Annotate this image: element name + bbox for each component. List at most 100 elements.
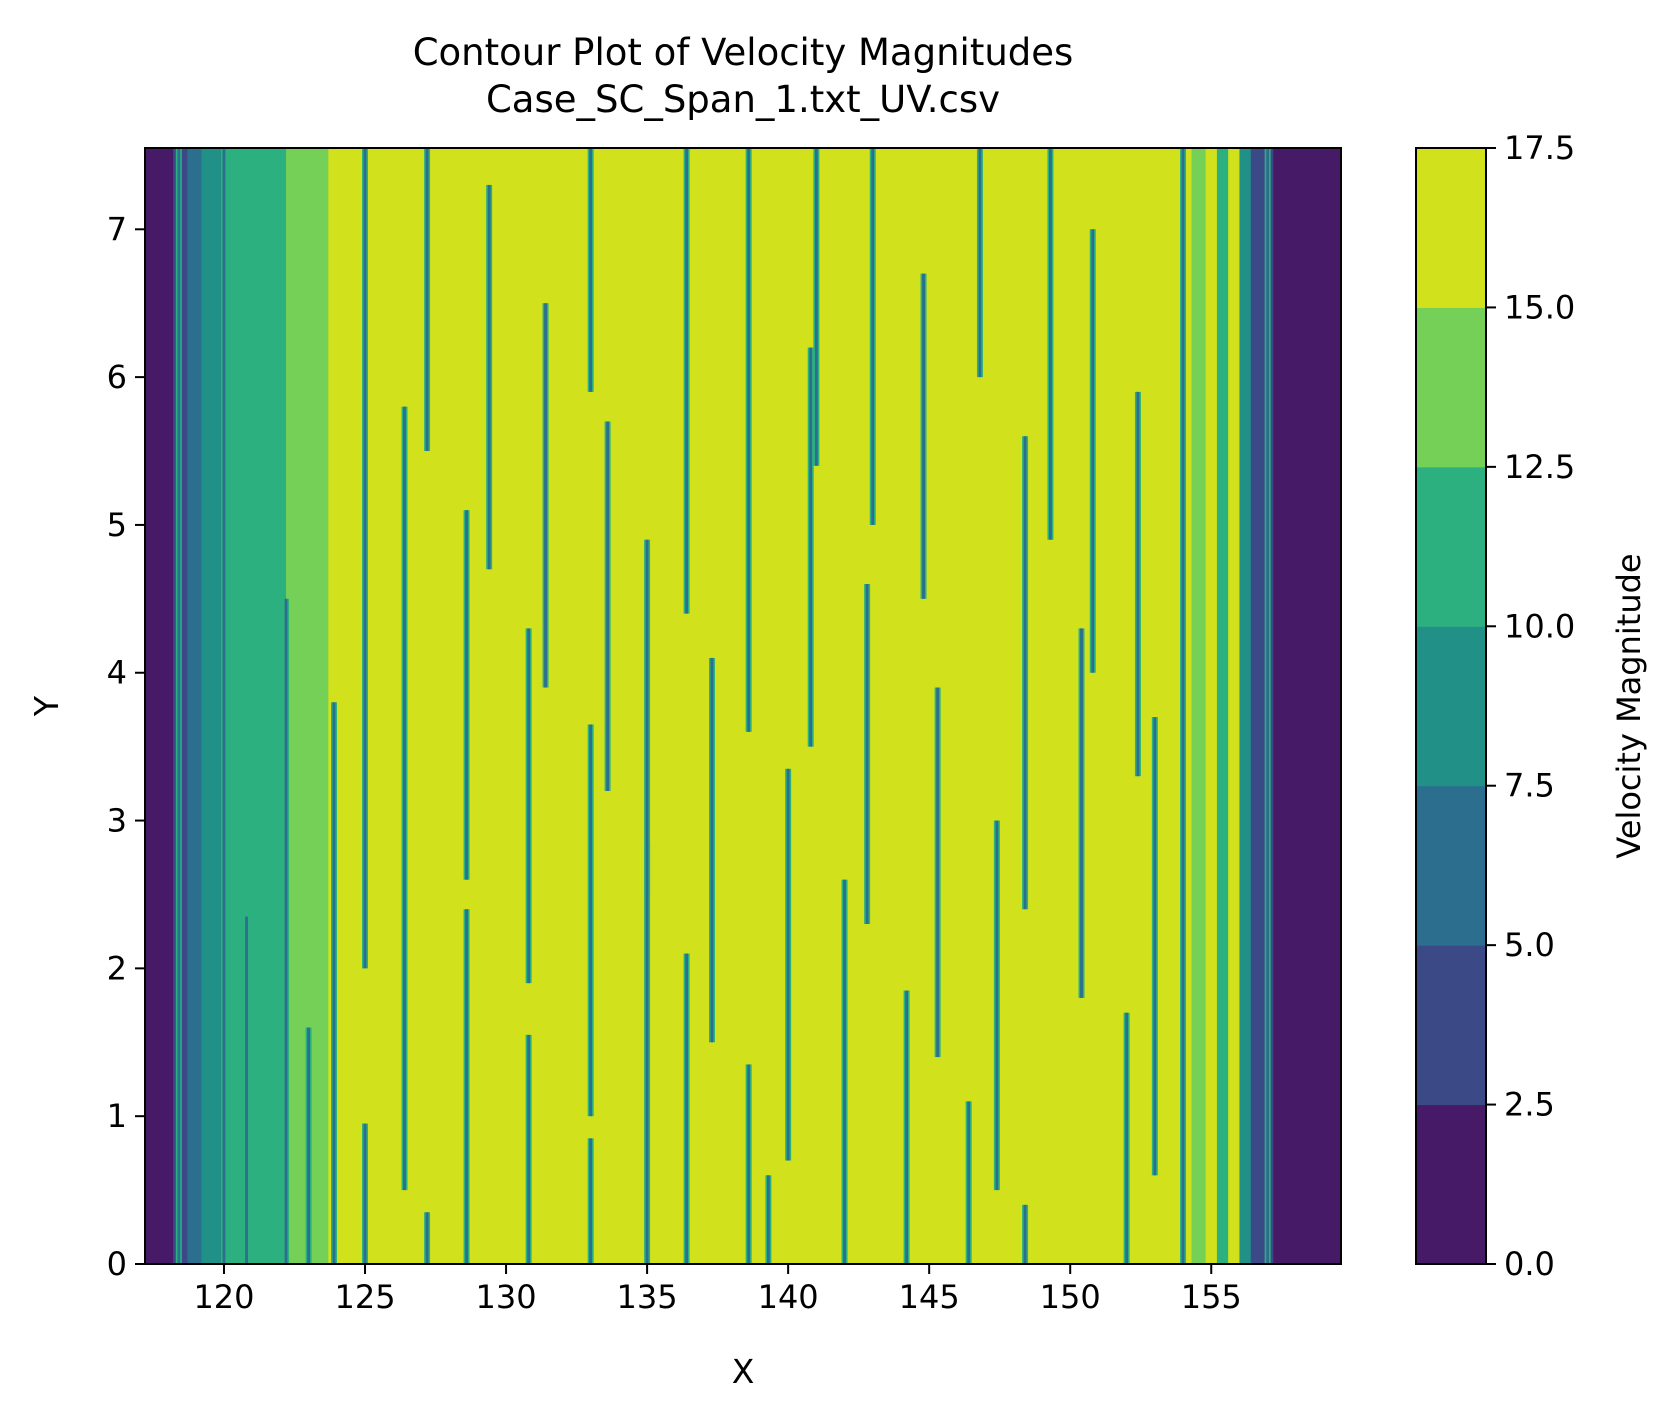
wake-line-37 <box>936 688 939 1058</box>
y-tick-label-5: 5 <box>107 506 127 544</box>
wake-line-46 <box>1125 1013 1128 1264</box>
wake-line-0 <box>177 148 180 1264</box>
plot-area <box>145 148 1342 1264</box>
colorbar-tick-label-4: 10.0 <box>1504 607 1575 645</box>
wake-line-5 <box>333 702 336 1264</box>
colorbar-segment-3 <box>1416 626 1486 786</box>
contour-band-0 <box>145 148 174 1264</box>
y-tick-label-1: 1 <box>107 1097 127 1135</box>
wake-line-49 <box>1182 148 1185 1264</box>
wake-line-17 <box>589 1138 592 1264</box>
colorbar-tick-label-5: 12.5 <box>1504 448 1575 486</box>
wake-line-39 <box>979 148 982 377</box>
colorbar-segment-1 <box>1416 945 1486 1105</box>
wake-line-35 <box>905 991 908 1264</box>
y-tick-label-2: 2 <box>107 949 127 987</box>
contour-band-2 <box>187 148 202 1264</box>
x-tick-label-2: 130 <box>476 1278 537 1316</box>
x-tick-label-5: 145 <box>899 1278 960 1316</box>
x-tick-label-1: 125 <box>334 1278 395 1316</box>
wake-line-41 <box>1024 1205 1027 1264</box>
wake-line-45 <box>1091 229 1094 672</box>
wake-line-48 <box>1153 717 1156 1175</box>
wake-line-1 <box>223 148 226 1264</box>
colorbar-tick-label-1: 2.5 <box>1504 1086 1555 1124</box>
y-tick-label-4: 4 <box>107 654 127 692</box>
wake-line-21 <box>646 843 649 1264</box>
colorbar-segment-5 <box>1416 307 1486 467</box>
x-tick-label-6: 150 <box>1040 1278 1101 1316</box>
x-axis-label: X <box>732 1352 755 1391</box>
wake-line-42 <box>1024 436 1027 909</box>
contour-band-9 <box>1192 148 1207 1264</box>
wake-line-31 <box>815 148 818 466</box>
wake-line-38 <box>967 1101 970 1264</box>
chart-subtitle: Case_SC_Span_1.txt_UV.csv <box>486 78 1000 121</box>
wake-line-43 <box>1049 148 1052 540</box>
wake-line-22 <box>646 540 649 895</box>
wake-line-34 <box>871 148 874 525</box>
colorbar-segment-0 <box>1416 1105 1486 1265</box>
contour-band-10 <box>1206 148 1218 1264</box>
contour-bands <box>145 148 1342 1264</box>
wake-line-40 <box>995 821 998 1191</box>
x-tick-label-0: 120 <box>193 1278 254 1316</box>
wake-line-36 <box>922 274 925 599</box>
wake-line-14 <box>527 1035 530 1264</box>
colorbar-tick-label-0: 0.0 <box>1504 1245 1555 1283</box>
colorbar-ticks: 0.0 2.5 5.0 7.5 10.0 12.5 15.0 17.5 <box>1486 129 1575 1283</box>
x-tick-label-7: 155 <box>1181 1278 1242 1316</box>
wake-line-26 <box>747 1064 750 1264</box>
wake-line-33 <box>866 584 869 924</box>
wake-line-27 <box>747 148 750 732</box>
wake-line-8 <box>403 407 406 1190</box>
contour-band-11 <box>1217 148 1229 1264</box>
wake-line-25 <box>711 658 714 1042</box>
contour-band-7 <box>328 148 346 1264</box>
colorbar-segment-4 <box>1416 467 1486 627</box>
wake-line-2 <box>245 917 248 1264</box>
wake-line-9 <box>426 1212 429 1264</box>
y-axis-label: Y <box>27 695 66 717</box>
wake-line-30 <box>809 348 812 747</box>
colorbar-tick-label-6: 15.0 <box>1504 288 1575 326</box>
wake-line-12 <box>465 510 468 880</box>
contour-band-12 <box>1228 148 1240 1264</box>
x-axis-ticks: 120 125 130 135 140 145 150 155 <box>193 1264 1241 1316</box>
contour-band-13 <box>1239 148 1251 1264</box>
wake-line-32 <box>843 880 846 1264</box>
wake-line-3 <box>285 599 288 1264</box>
wake-line-15 <box>527 628 530 983</box>
wake-line-44 <box>1080 628 1083 998</box>
y-axis-ticks: 0 1 2 3 4 5 6 7 <box>107 210 145 1283</box>
wake-line-4 <box>307 1028 310 1265</box>
colorbar-label: Velocity Magnitude <box>1610 553 1648 858</box>
wake-line-50 <box>1266 148 1269 1264</box>
y-tick-label-3: 3 <box>107 802 127 840</box>
colorbar-segment-2 <box>1416 786 1486 946</box>
y-tick-label-6: 6 <box>107 358 127 396</box>
wake-line-10 <box>426 148 429 451</box>
chart-title: Contour Plot of Velocity Magnitudes <box>413 31 1074 74</box>
wake-line-28 <box>767 1175 770 1264</box>
y-tick-label-0: 0 <box>107 1245 127 1283</box>
wake-line-47 <box>1137 392 1140 776</box>
colorbar-segment-6 <box>1416 148 1486 308</box>
wake-line-11 <box>465 909 468 1264</box>
wake-line-6 <box>364 1124 367 1264</box>
contour-band-5 <box>252 148 286 1264</box>
contour-band-8 <box>345 148 1192 1264</box>
wake-line-7 <box>364 148 367 968</box>
x-tick-label-3: 135 <box>617 1278 678 1316</box>
x-tick-label-4: 140 <box>758 1278 819 1316</box>
colorbar <box>1416 148 1486 1265</box>
colorbar-tick-label-3: 7.5 <box>1504 767 1555 805</box>
wake-line-20 <box>606 421 609 791</box>
contour-band-15 <box>1273 148 1341 1264</box>
wake-line-19 <box>589 148 592 392</box>
y-tick-label-7: 7 <box>107 210 127 248</box>
wake-line-16 <box>544 303 547 687</box>
wake-line-24 <box>685 148 688 614</box>
wake-line-23 <box>685 954 688 1264</box>
